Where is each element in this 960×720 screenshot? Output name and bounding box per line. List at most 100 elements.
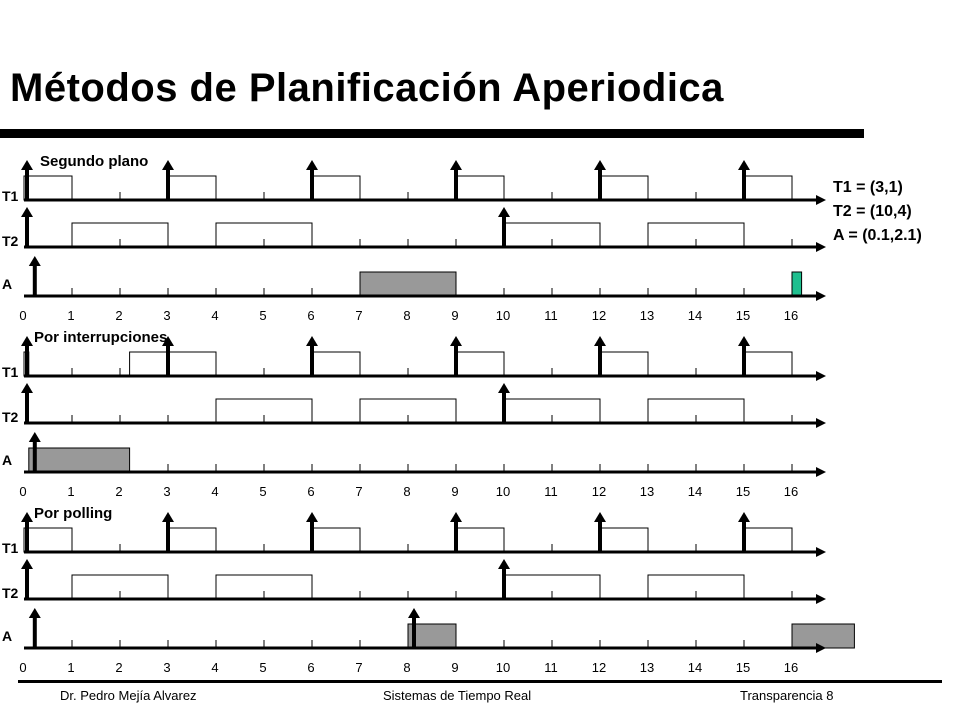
t2-timeline-axis-head	[816, 242, 826, 252]
t1-arrival-arrow-head	[594, 512, 606, 522]
axis-tick-label: 5	[259, 660, 266, 675]
aperiodic-execution-block	[791, 271, 803, 297]
axis-tick-label: 13	[640, 308, 654, 323]
axis-tick-label: 11	[544, 660, 558, 675]
t1-timeline-axis-head	[816, 195, 826, 205]
axis-tick-label: 1	[67, 308, 74, 323]
aperiodic-execution-block	[28, 447, 131, 473]
aperiodic-execution-block	[791, 623, 855, 649]
t1-execution-block	[311, 527, 361, 553]
axis-tick-label: 7	[355, 660, 362, 675]
t1-arrival-arrow-head	[21, 336, 33, 346]
axis-tick-label: 14	[688, 484, 702, 499]
t2-arrival-arrow-head	[498, 559, 510, 569]
t1-execution-block	[455, 351, 505, 377]
section-label: Segundo plano	[40, 153, 148, 170]
a-timeline-axis-head	[816, 643, 826, 653]
a-arrival-arrow-head	[28, 608, 41, 618]
axis-tick-label: 6	[307, 660, 314, 675]
axis-tick-label: 4	[211, 308, 218, 323]
axis-tick-label: 13	[640, 660, 654, 675]
axis-tick-label: 9	[451, 660, 458, 675]
axis-tick-label: 2	[115, 484, 122, 499]
axis-tick-label: 8	[403, 484, 410, 499]
axis-tick-label: 15	[736, 484, 750, 499]
t1-execution-block	[167, 351, 217, 377]
a-arrival-arrow-head	[408, 608, 420, 618]
axis-tick-label: 11	[544, 484, 558, 499]
t1-execution-block	[23, 527, 73, 553]
t2-arrival-arrow-head	[21, 559, 33, 569]
axis-tick-label: 12	[592, 308, 606, 323]
axis-tick-label: 15	[736, 308, 750, 323]
axis-tick-label: 6	[307, 484, 314, 499]
axis-tick-label: 10	[496, 484, 510, 499]
axis-tick-label: 8	[403, 660, 410, 675]
axis-tick-label: 15	[736, 660, 750, 675]
section-label: Por polling	[34, 505, 112, 522]
t1-execution-block	[743, 351, 793, 377]
axis-tick-label: 0	[19, 308, 26, 323]
t1-arrival-arrow-head	[306, 160, 318, 170]
t2-arrival-arrow-head	[21, 207, 33, 217]
t1-execution-block	[599, 351, 649, 377]
t1-arrival-arrow-head	[21, 512, 33, 522]
t1-execution-block	[599, 175, 649, 201]
axis-tick-label: 4	[211, 660, 218, 675]
slide-title: Métodos de Planificación Aperiodica	[10, 66, 724, 110]
axis-tick-label: 14	[688, 308, 702, 323]
t1-execution-block	[129, 351, 169, 377]
t1-arrival-arrow-head	[450, 512, 462, 522]
a-arrival-arrow-head	[28, 256, 41, 266]
axis-tick-label: 14	[688, 660, 702, 675]
axis-tick-label: 10	[496, 660, 510, 675]
axis-tick-label: 11	[544, 308, 558, 323]
t1-arrival-arrow-head	[594, 336, 606, 346]
t2-arrival-arrow-head	[498, 383, 510, 393]
axis-tick-label: 2	[115, 308, 122, 323]
t2-timeline-axis-head	[816, 418, 826, 428]
t1-arrival-arrow-head	[738, 512, 750, 522]
row-label-t1: T1	[2, 188, 19, 204]
axis-tick-label: 3	[163, 484, 170, 499]
t2-arrival-arrow-head	[498, 207, 510, 217]
row-label-t2: T2	[2, 585, 19, 601]
t1-arrival-arrow-head	[21, 160, 33, 170]
t1-arrival-arrow-head	[594, 160, 606, 170]
axis-tick-label: 10	[496, 308, 510, 323]
t1-arrival-arrow-head	[738, 336, 750, 346]
a-arrival-arrow-head	[28, 432, 41, 442]
axis-tick-label: 16	[784, 308, 798, 323]
t1-execution-block	[599, 527, 649, 553]
axis-tick-label: 13	[640, 484, 654, 499]
t1-arrival-arrow-head	[450, 160, 462, 170]
axis-tick-label: 4	[211, 484, 218, 499]
axis-tick-label: 0	[19, 660, 26, 675]
t1-arrival-arrow-head	[306, 512, 318, 522]
t2-arrival-arrow-head	[21, 383, 33, 393]
axis-tick-label: 5	[259, 308, 266, 323]
t1-arrival-arrow-head	[738, 160, 750, 170]
aperiodic-execution-block	[359, 271, 457, 297]
footer-slide-number: Transparencia 8	[740, 688, 834, 703]
t2-timeline-axis-head	[816, 594, 826, 604]
row-label-a: A	[2, 452, 12, 468]
row-label-t2: T2	[2, 409, 19, 425]
axis-tick-label: 9	[451, 484, 458, 499]
axis-tick-label: 12	[592, 484, 606, 499]
axis-tick-label: 3	[163, 308, 170, 323]
section-label: Por interrupciones	[34, 329, 167, 346]
row-label-a: A	[2, 276, 12, 292]
t1-execution-block	[167, 175, 217, 201]
axis-tick-label: 2	[115, 660, 122, 675]
row-label-t1: T1	[2, 364, 19, 380]
footer-author: Dr. Pedro Mejía Alvarez	[60, 688, 197, 703]
footer-rule	[18, 680, 942, 683]
title-underline	[0, 129, 864, 138]
t1-execution-block	[311, 351, 361, 377]
axis-tick-label: 8	[403, 308, 410, 323]
row-label-a: A	[2, 628, 12, 644]
axis-tick-label: 6	[307, 308, 314, 323]
row-label-t2: T2	[2, 233, 19, 249]
